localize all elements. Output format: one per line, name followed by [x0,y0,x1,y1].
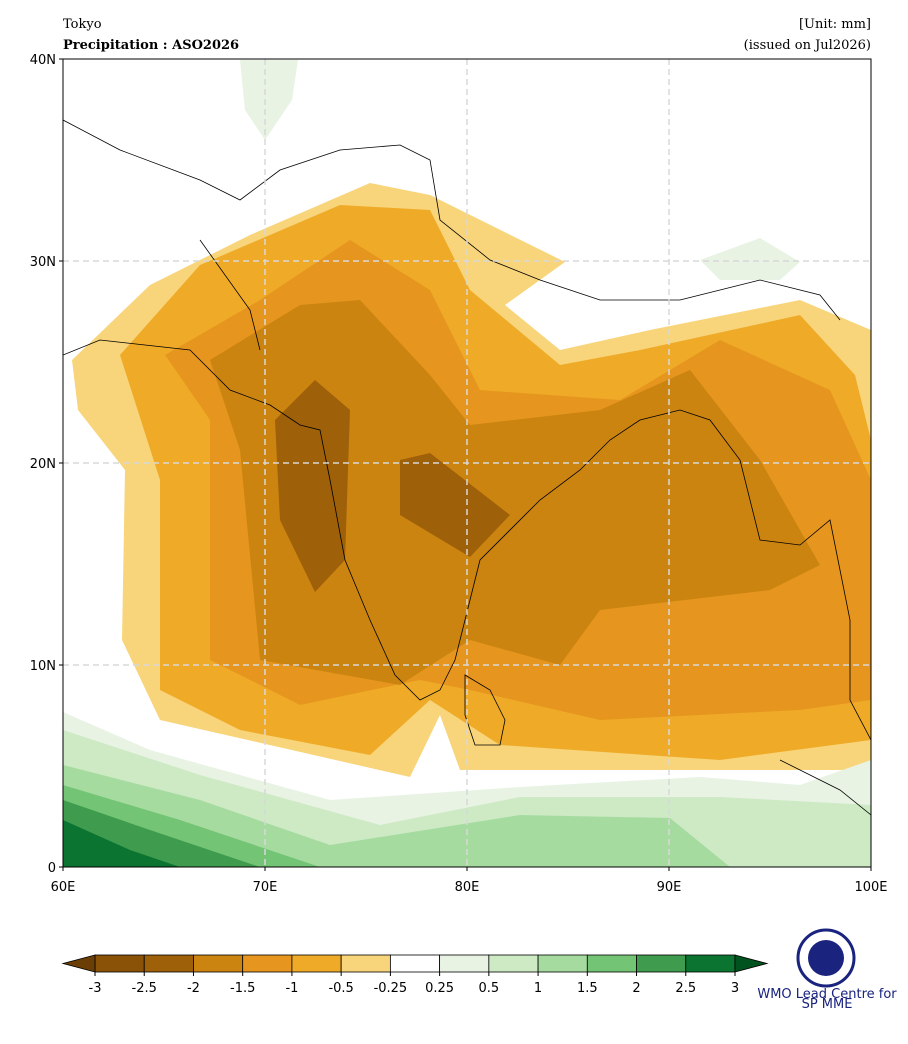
colorbar-tick-label: -3 [89,981,102,996]
colorbar-tick-label: -1.5 [230,981,255,996]
colorbar-tick-label: 2.5 [675,981,696,996]
x-tick-label: 60E [51,880,76,895]
x-tick-label: 100E [854,880,887,895]
contour [400,453,510,557]
border [63,119,871,816]
colorbar-box [291,954,342,973]
axes: 60E 70E 80E 90E 100E 0 10N 20N 30N 40N [30,53,888,895]
colorbar-tick-label: -0.25 [374,981,408,996]
source: Tokyo [63,17,102,32]
colorbar-tick-label: 0.25 [425,981,454,996]
colorbar-tick-label: -1 [285,981,298,996]
colorbar-box [488,954,539,973]
unit: [Unit: mm] [799,17,871,32]
x-tick-label: 90E [657,880,682,895]
colorbar-box [685,954,736,973]
colorbar-tick-label: 2 [632,981,640,996]
coastline [464,674,506,746]
colorbar-box [586,954,637,973]
colorbar-extend [61,954,96,973]
colorbar-tick-label: 0.5 [479,981,500,996]
colorbar-extend [734,954,769,973]
x-tick-label: 70E [253,880,278,895]
colorbar-tick-label: -0.5 [328,981,353,996]
y-tick-label: 20N [30,457,56,472]
colorbar-tick-label: 3 [731,981,739,996]
colorbar-box [143,954,194,973]
logo-text: WMO Lead Centre for [757,987,897,1002]
grid [63,59,871,867]
colorbar-box [340,954,391,973]
y-tick-label: 0 [48,861,56,876]
colorbar-box [193,954,244,973]
colorbar-box [439,954,490,973]
logo: WMO Lead Centre for SP MME [757,928,897,1012]
colorbar-tick-label: -2 [187,981,200,996]
colorbar-box [537,954,588,973]
y-tick-label: 10N [30,659,56,674]
colorbar: -3 -2.5 -2 -1.5 -1 -0.5 -0.25 0.25 0.5 1 1.5 2 2.5 3 [61,954,769,996]
logo-text: SP MME [802,997,853,1012]
colorbar-box [636,954,687,973]
colorbar-box [242,954,293,973]
colorbar-tick-label: 1.5 [577,981,598,996]
colorbar-box [389,954,441,973]
issued: (issued on Jul2026) [744,38,871,53]
y-tick-label: 40N [30,53,56,68]
logo-emblem [796,928,856,988]
contour [63,820,180,867]
contour [275,380,350,592]
y-tick-label: 30N [30,255,56,270]
colorbar-tick-label: 1 [534,981,542,996]
x-tick-label: 80E [455,880,480,895]
contour [700,238,800,280]
logo-globe [808,940,844,976]
anomaly-field [63,60,871,867]
coastline [63,339,871,741]
contour [210,300,820,685]
colorbar-box [94,954,145,973]
contour [240,60,298,140]
title: Precipitation : ASO2026 [63,38,239,53]
colorbar-tick-label: -2.5 [132,981,157,996]
